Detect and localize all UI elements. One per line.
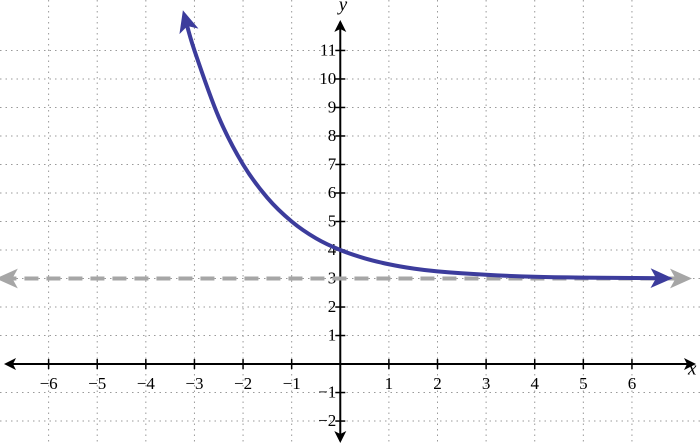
y-tick-label: −1 xyxy=(318,382,336,401)
x-tick-label: −3 xyxy=(185,374,203,393)
y-tick-label: 1 xyxy=(328,325,337,344)
x-axis-label: x xyxy=(687,358,697,379)
y-tick-label: 6 xyxy=(328,183,337,202)
x-tick-label: −4 xyxy=(137,374,156,393)
y-tick-label: 7 xyxy=(328,154,337,173)
y-tick-label: 8 xyxy=(328,126,337,145)
y-axis-label: y xyxy=(337,0,348,15)
x-tick-label: −5 xyxy=(88,374,106,393)
x-tick-label: −1 xyxy=(283,374,301,393)
x-tick-label: 2 xyxy=(433,374,442,393)
x-tick-label: 4 xyxy=(530,374,539,393)
y-tick-label: 2 xyxy=(328,297,337,316)
x-tick-label: 3 xyxy=(482,374,491,393)
y-tick-label: 11 xyxy=(320,40,336,59)
x-tick-label: −2 xyxy=(234,374,252,393)
x-tick-label: 5 xyxy=(579,374,588,393)
plot xyxy=(0,10,693,289)
x-tick-label: 6 xyxy=(628,374,637,393)
x-tick-label: −6 xyxy=(40,374,58,393)
y-tick-label: 9 xyxy=(328,97,337,116)
y-tick-label: 10 xyxy=(319,69,336,88)
y-tick-label: 5 xyxy=(328,211,337,230)
y-tick-label: −2 xyxy=(318,411,336,430)
x-tick-label: 1 xyxy=(385,374,394,393)
curve xyxy=(179,10,673,289)
